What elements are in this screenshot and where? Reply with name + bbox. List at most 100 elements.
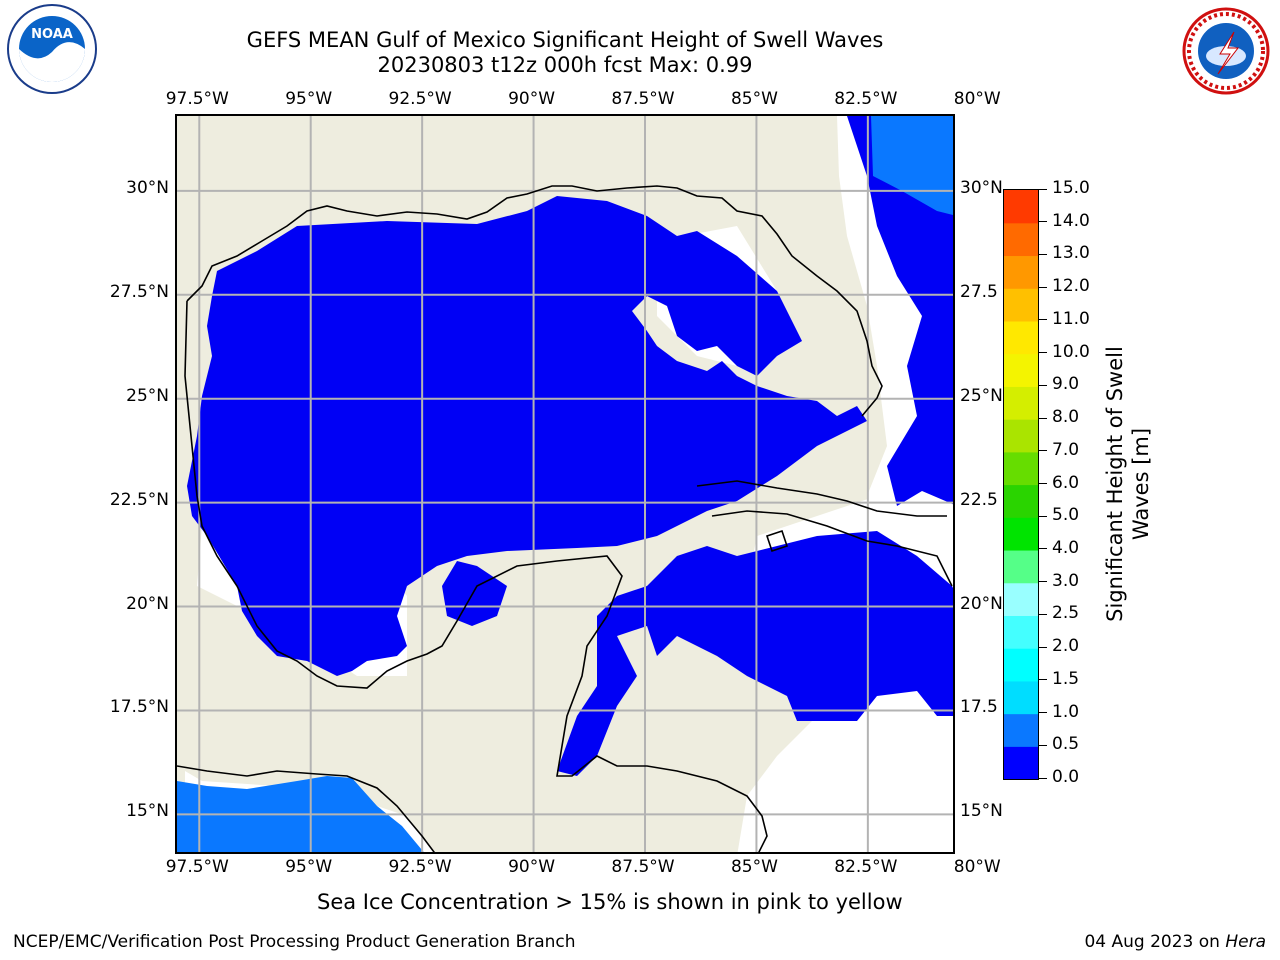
colorbar-swatch xyxy=(1004,648,1038,682)
lon-label: 90°W xyxy=(508,89,556,109)
colorbar-swatch xyxy=(1004,549,1038,584)
map-gridlines xyxy=(177,116,953,852)
footer-date-text: 04 Aug 2023 on xyxy=(1084,932,1226,952)
colorbar-swatch xyxy=(1004,353,1038,387)
colorbar-label: 10.0 xyxy=(1052,341,1090,362)
lon-label: 82.5°W xyxy=(834,857,898,877)
colorbar-swatch xyxy=(1004,517,1038,551)
colorbar-tick xyxy=(1039,188,1047,190)
colorbar-tick xyxy=(1039,221,1047,223)
colorbar-tick xyxy=(1039,646,1047,648)
lat-label-right: 25°N xyxy=(960,385,1003,406)
lat-label-right: 30°N xyxy=(960,177,1003,198)
gulf-swell-region xyxy=(187,196,867,676)
lon-label: 87.5°W xyxy=(611,857,675,877)
colorbar-label: 2.5 xyxy=(1052,603,1080,624)
lat-label-left: 15°N xyxy=(126,801,169,822)
lat-label-right: 20°N xyxy=(960,593,1003,614)
colorbar-swatch xyxy=(1004,320,1038,355)
lon-label: 85°W xyxy=(730,89,778,109)
colorbar-swatch xyxy=(1004,190,1038,224)
colorbar-tick xyxy=(1039,483,1047,484)
colorbar-swatch xyxy=(1004,746,1038,780)
colorbar-label: 2.0 xyxy=(1052,636,1080,657)
colorbar-label: 15.0 xyxy=(1052,178,1090,198)
colorbar-tick xyxy=(1039,744,1047,746)
colorbar-label: 5.0 xyxy=(1052,505,1080,526)
colorbar-tick xyxy=(1039,450,1047,452)
lat-label-right: 15°N xyxy=(960,801,1003,822)
chart-subtitle: 20230803 t12z 000h fcst Max: 0.99 xyxy=(377,53,753,77)
colorbar-label: 8.0 xyxy=(1052,407,1080,428)
colorbar-tick xyxy=(1039,712,1047,714)
colorbar-swatch xyxy=(1004,582,1038,616)
caribbean-swell-region xyxy=(557,531,953,776)
lon-label: 80°W xyxy=(953,89,1001,109)
chart-title: GEFS MEAN Gulf of Mexico Significant Hei… xyxy=(246,28,884,52)
colorbar-swatch xyxy=(1004,615,1038,649)
colorbar-swatch xyxy=(1004,419,1038,453)
colorbar-tick xyxy=(1039,384,1047,386)
colorbar-label: 6.0 xyxy=(1052,472,1080,493)
colorbar-label: 12.0 xyxy=(1052,276,1090,297)
swell-height-map xyxy=(177,116,953,852)
sea-ice-note-text: Sea Ice Concentration > 15% is shown in … xyxy=(317,890,903,914)
lat-label-right: 22.5 xyxy=(960,489,998,510)
lat-label-left: 25°N xyxy=(126,385,169,406)
colorbar-label: 0.0 xyxy=(1052,767,1080,787)
colorbar-tick xyxy=(1039,319,1047,321)
lon-label: 95°W xyxy=(285,857,333,877)
lon-label: 80°W xyxy=(953,857,1001,877)
colorbar-swatch xyxy=(1004,484,1038,518)
colorbar-swatch xyxy=(1004,255,1038,289)
colorbar-swatch xyxy=(1004,713,1038,747)
colorbar-tick xyxy=(1039,777,1047,779)
sea-ice-note: Sea Ice Concentration > 15% is shown in … xyxy=(175,890,1145,914)
colorbar-swatch xyxy=(1004,386,1038,420)
colorbar-swatches xyxy=(1004,190,1038,780)
noaa-logo-text: NOAA xyxy=(31,27,73,42)
footer-date: 04 Aug 2023 on Hera xyxy=(1084,932,1266,952)
colorbar-tick xyxy=(1039,548,1047,550)
colorbar-label: 1.0 xyxy=(1052,701,1080,722)
coastline xyxy=(177,185,953,852)
colorbar-tick xyxy=(1039,417,1047,419)
colorbar-label: 3.0 xyxy=(1052,570,1080,591)
noaa-logo-icon: NOAA xyxy=(7,4,97,94)
colorbar-label: 9.0 xyxy=(1052,374,1080,395)
colorbar-swatch xyxy=(1004,680,1038,715)
national-weather-service-logo-icon xyxy=(1182,7,1270,95)
colorbar-label: 14.0 xyxy=(1052,210,1090,231)
lat-label-right: 27.5 xyxy=(960,281,998,302)
colorbar-label: 13.0 xyxy=(1052,243,1090,264)
lat-label-right: 17.5 xyxy=(960,697,998,718)
lon-label: 90°W xyxy=(508,857,556,877)
colorbar-swatch xyxy=(1004,451,1038,486)
atlantic-swell-region xyxy=(847,116,953,506)
map-panel xyxy=(175,114,955,854)
noaa-logo: NOAA xyxy=(2,4,102,94)
colorbar-tick xyxy=(1039,515,1047,517)
colorbar-title: Significant Height of Swell Waves [m] xyxy=(1103,346,1153,622)
lon-label: 97.5°W xyxy=(165,857,229,877)
lat-label-left: 30°N xyxy=(126,177,169,198)
colorbar-swatch xyxy=(1004,288,1038,322)
colorbar xyxy=(1003,189,1039,780)
lon-label: 95°W xyxy=(285,89,333,109)
colorbar-tick xyxy=(1039,581,1047,583)
footer-host: Hera xyxy=(1225,932,1266,952)
lat-label-left: 17.5°N xyxy=(109,697,169,718)
lat-label-left: 22.5°N xyxy=(109,489,169,510)
colorbar-tick xyxy=(1039,253,1047,255)
colorbar-tick xyxy=(1039,679,1047,681)
lon-label: 92.5°W xyxy=(388,89,452,109)
colorbar-label: 1.5 xyxy=(1052,668,1080,689)
lat-label-left: 20°N xyxy=(126,593,169,614)
colorbar-label: 4.0 xyxy=(1052,537,1080,558)
colorbar-tick xyxy=(1039,352,1047,354)
colorbar-tick xyxy=(1039,613,1047,615)
lon-label: 87.5°W xyxy=(611,89,675,109)
colorbar-label: 0.5 xyxy=(1052,734,1080,755)
lon-label: 92.5°W xyxy=(388,857,452,877)
colorbar-tick xyxy=(1039,286,1047,288)
